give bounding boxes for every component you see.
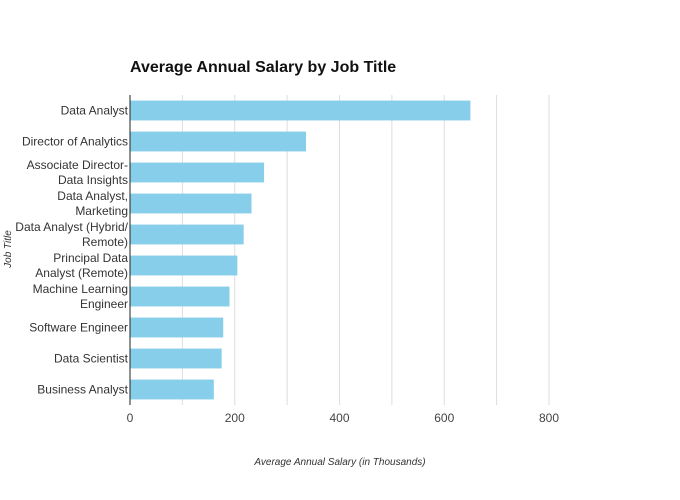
- x-axis-title: Average Annual Salary (in Thousands): [253, 457, 425, 468]
- bar: [130, 100, 471, 121]
- y-tick-label: Data Analyst (Hybrid/Remote): [15, 220, 128, 249]
- bar: [130, 379, 214, 400]
- y-axis-title: Job Title: [3, 230, 14, 269]
- y-tick-label: Director of Analytics: [22, 135, 128, 149]
- y-tick-label: Principal Data Analyst (Remote): [35, 251, 128, 280]
- y-tick-label: Data Analyst, Marketing: [57, 189, 128, 218]
- x-tick-label: 200: [225, 411, 245, 425]
- bar: [130, 286, 230, 307]
- y-tick-label: Machine Learning Engineer: [33, 282, 128, 311]
- bar: [130, 255, 238, 276]
- bar: [130, 162, 265, 183]
- x-tick-labels: 0 200 400 600 800: [127, 411, 560, 425]
- bar: [130, 193, 252, 214]
- y-tick-label: Data Analyst: [61, 104, 129, 118]
- x-tick-label: 800: [539, 411, 559, 425]
- x-tick-label: 600: [434, 411, 454, 425]
- x-tick-label: 0: [127, 411, 134, 425]
- y-tick-label: Software Engineer: [29, 321, 128, 335]
- y-tick-label: Data Scientist: [54, 352, 129, 366]
- bar: [130, 348, 222, 369]
- bar: [130, 317, 224, 338]
- bar: [130, 224, 244, 245]
- bar: [130, 131, 306, 152]
- bars: [130, 100, 471, 400]
- chart-title: Average Annual Salary by Job Title: [130, 59, 396, 76]
- x-tick-label: 400: [329, 411, 349, 425]
- y-tick-label: Associate Director-Data Insights: [27, 158, 128, 187]
- y-tick-label: Business Analyst: [37, 383, 128, 397]
- y-tick-labels: Data Analyst Director of Analytics Associa…: [15, 104, 128, 397]
